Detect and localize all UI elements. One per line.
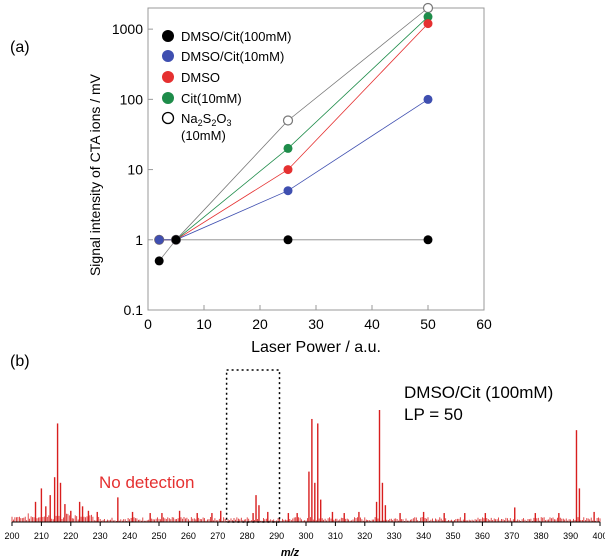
x-axis: 0 10 20 30 40 50 60	[144, 305, 492, 332]
legend-marker-na2s2o3	[161, 111, 175, 125]
spectrum-noise	[11, 513, 601, 522]
point-s3-2	[283, 143, 293, 153]
x-tick-label-5: 50	[420, 316, 436, 332]
legend-marker-cit-10	[162, 92, 174, 104]
x-tick-label-6: 60	[476, 316, 492, 332]
mz-tick-label-8: 280	[240, 531, 255, 541]
legend-label-dmso-cit-100: DMSO/Cit(100mM)	[181, 29, 292, 44]
series-lines	[158, 7, 429, 262]
y-tick-label-4: 1000	[112, 21, 143, 37]
mz-tick-label-4: 240	[122, 531, 137, 541]
x-tick-label-3: 30	[308, 316, 324, 332]
legend-label-na2s2o3-conc: (10mM)	[181, 128, 226, 143]
mz-tick-label-3: 230	[93, 531, 108, 541]
no-detection-label: No detection	[99, 473, 194, 492]
mz-tick-label-15: 350	[445, 531, 460, 541]
panel-b-label: (b)	[10, 353, 30, 370]
point-s0-1	[171, 235, 181, 245]
y-axis: 0.1 1 10 100 1000	[112, 21, 153, 318]
y-axis-label: Signal intensity of CTA ions / mV	[87, 73, 103, 276]
panel-b: (b) 200 210 220 230 240 250 260 270 280 290 300 310…	[4, 353, 605, 558]
point-s4-2	[282, 115, 294, 126]
point-s1-2	[283, 186, 293, 196]
mz-tick-label-10: 300	[298, 531, 313, 541]
point-s1-3	[423, 94, 433, 104]
mz-axis-label: m/z	[281, 547, 300, 558]
mz-tick-label-20: 400	[592, 531, 605, 541]
mz-tick-label-19: 390	[563, 531, 578, 541]
point-s0-0	[154, 256, 164, 266]
mz-tick-label-2: 220	[63, 531, 78, 541]
point-s4-3	[422, 2, 434, 14]
condition-label: DMSO/Cit (100mM)	[404, 383, 553, 402]
legend: DMSO/Cit(100mM) DMSO/Cit(10mM) DMSO Cit(…	[161, 29, 292, 143]
mz-tick-label-14: 340	[416, 531, 431, 541]
point-s1-0	[154, 235, 164, 245]
legend-label-cit-10: Cit(10mM)	[181, 91, 242, 106]
x-axis-label: Laser Power / a.u.	[251, 339, 381, 356]
panel-a-label: (a)	[10, 39, 30, 56]
y-tick-label-2: 10	[127, 162, 143, 178]
panel-a: (a) 0.1 1 10 100 1000 0 10 20 30 40 50 60 Signal i…	[10, 2, 492, 356]
x-tick-label-1: 10	[196, 316, 212, 332]
y-tick-label-1: 1	[135, 232, 143, 248]
legend-marker-dmso-cit-10	[162, 50, 174, 62]
legend-label-dmso: DMSO	[181, 70, 220, 85]
legend-marker-dmso-cit-100	[162, 30, 174, 42]
laser-power-label: LP = 50	[404, 405, 463, 424]
series-line-0	[158, 239, 428, 262]
mz-tick-label-5: 250	[151, 531, 166, 541]
y-tick-label-3: 100	[120, 91, 144, 107]
mz-tick-label-12: 320	[357, 531, 372, 541]
series-line-1	[159, 99, 429, 241]
legend-label-na2s2o3: Na2S2O3	[181, 111, 231, 128]
mz-tick-label-11: 310	[328, 531, 343, 541]
mz-tick-label-6: 260	[181, 531, 196, 541]
point-s3-3	[423, 12, 433, 22]
mz-tick-label-0: 200	[4, 531, 19, 541]
mz-tick-label-7: 270	[210, 531, 225, 541]
point-s2-2	[283, 165, 293, 175]
series-points	[154, 2, 434, 266]
mass-spectrum	[11, 410, 601, 522]
x-tick-label-4: 40	[364, 316, 380, 332]
y-tick-label-0: 0.1	[124, 302, 144, 318]
x-tick-label-0: 0	[144, 316, 152, 332]
highlight-box	[225, 369, 281, 523]
point-s0-2	[283, 235, 293, 245]
mz-tick-label-1: 210	[34, 531, 49, 541]
mz-tick-label-18: 380	[534, 531, 549, 541]
mz-tick-label-13: 330	[387, 531, 402, 541]
legend-label-dmso-cit-10: DMSO/Cit(10mM)	[181, 49, 284, 64]
mz-tick-label-16: 360	[475, 531, 490, 541]
legend-marker-dmso	[162, 71, 174, 83]
point-s2-3	[423, 19, 433, 29]
x-tick-label-2: 20	[252, 316, 268, 332]
mz-axis: 200 210 220 230 240 250 260 270 280 290 300 310 320 3…	[4, 522, 605, 541]
mz-tick-label-17: 370	[504, 531, 519, 541]
mz-tick-label-9: 290	[269, 531, 284, 541]
point-s0-3	[423, 235, 433, 245]
